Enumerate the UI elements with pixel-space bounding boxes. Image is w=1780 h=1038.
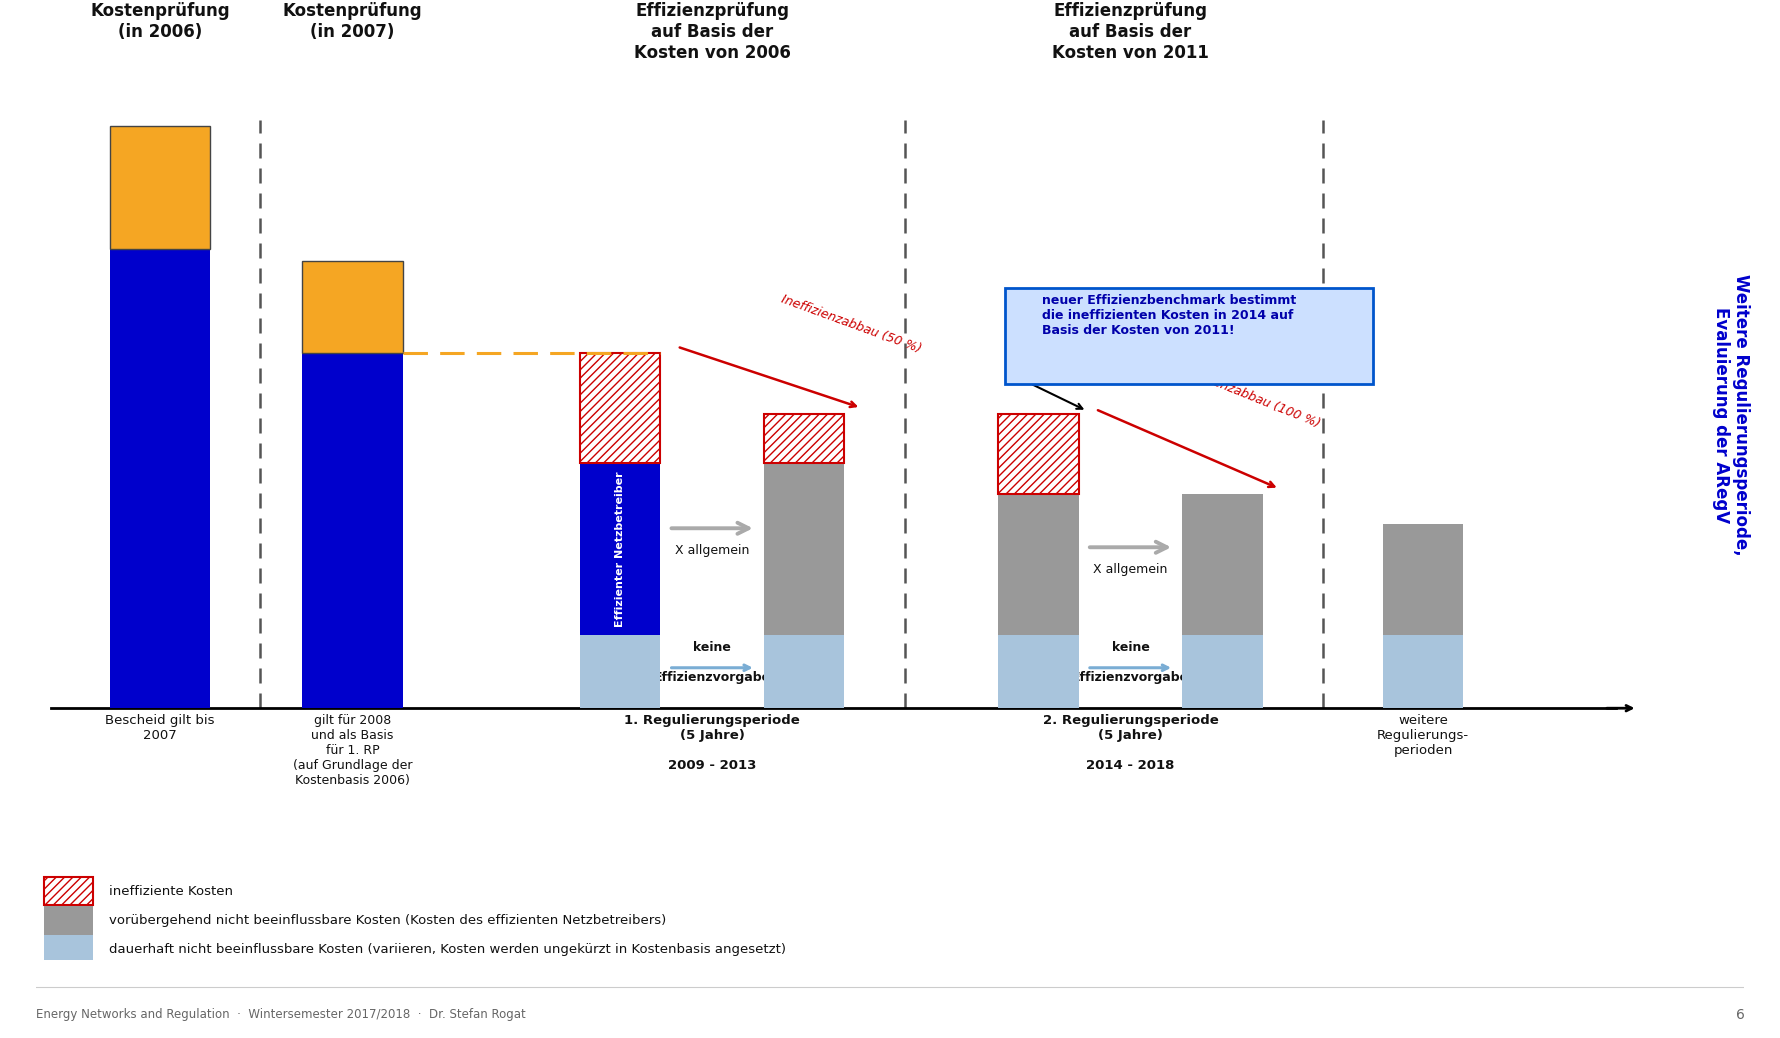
Text: keine: keine xyxy=(692,641,732,654)
Text: neuer Effizienzbenchmark bestimmt
die ineffizienten Kosten in 2014 auf
Basis der: neuer Effizienzbenchmark bestimmt die in… xyxy=(1041,295,1296,337)
Bar xyxy=(1383,634,1463,708)
Bar xyxy=(1182,494,1262,634)
Text: dauerhaft nicht beeinflussbare Kosten (variieren, Kosten werden ungekürzt in Kos: dauerhaft nicht beeinflussbare Kosten (v… xyxy=(109,944,787,956)
Bar xyxy=(764,414,844,463)
Bar xyxy=(44,906,93,934)
Bar xyxy=(999,494,1079,634)
Text: Effizienzprüfung
auf Basis der
Kosten von 2006: Effizienzprüfung auf Basis der Kosten vo… xyxy=(634,2,790,62)
Bar xyxy=(110,248,210,708)
Text: Bescheid gilt bis
2007: Bescheid gilt bis 2007 xyxy=(105,714,215,742)
FancyBboxPatch shape xyxy=(1006,288,1372,384)
Bar xyxy=(303,261,402,353)
Text: 2. Regulierungsperiode
(5 Jahre)

2014 - 2018: 2. Regulierungsperiode (5 Jahre) 2014 - … xyxy=(1043,714,1218,772)
Text: Effizienzvorgabe: Effizienzvorgabe xyxy=(653,671,771,684)
Bar xyxy=(580,353,660,463)
Text: Ineffizienzabbau (100 %): Ineffizienzabbau (100 %) xyxy=(1173,360,1323,431)
Text: Effizienzprüfung
auf Basis der
Kosten von 2011: Effizienzprüfung auf Basis der Kosten vo… xyxy=(1052,2,1209,62)
Text: Effizienter Netzbetreiber: Effizienter Netzbetreiber xyxy=(616,471,625,627)
Bar xyxy=(44,935,93,963)
Bar xyxy=(999,634,1079,708)
Bar xyxy=(44,877,93,905)
Bar xyxy=(999,414,1079,494)
Text: Kostenprüfung
(in 2007): Kostenprüfung (in 2007) xyxy=(283,2,422,42)
Bar xyxy=(580,634,660,708)
Bar xyxy=(764,634,844,708)
Text: ineffiziente Kosten: ineffiziente Kosten xyxy=(109,884,233,898)
Text: vorübergehend nicht beeinflussbare Kosten (Kosten des effizienten Netzbetreibers: vorübergehend nicht beeinflussbare Koste… xyxy=(109,913,666,927)
Bar xyxy=(999,414,1079,494)
Text: weitere
Regulierungs-
perioden: weitere Regulierungs- perioden xyxy=(1378,714,1468,758)
Text: Ineffizienzabbau (50 %): Ineffizienzabbau (50 %) xyxy=(780,293,922,356)
Text: 1. Regulierungsperiode
(5 Jahre)

2009 - 2013: 1. Regulierungsperiode (5 Jahre) 2009 - … xyxy=(625,714,799,772)
Bar xyxy=(764,463,844,634)
Bar xyxy=(1383,524,1463,634)
Bar xyxy=(764,414,844,463)
Bar xyxy=(44,906,93,934)
Bar xyxy=(44,877,93,905)
Text: Kostenprüfung
(in 2006): Kostenprüfung (in 2006) xyxy=(91,2,230,42)
Text: keine: keine xyxy=(1111,641,1150,654)
Text: Energy Networks and Regulation  ·  Wintersemester 2017/2018  ·  Dr. Stefan Rogat: Energy Networks and Regulation · Winters… xyxy=(36,1008,525,1021)
Text: 6: 6 xyxy=(1736,1008,1744,1021)
Text: X allgemein: X allgemein xyxy=(675,544,749,556)
Text: X allgemein: X allgemein xyxy=(1093,563,1168,576)
Text: Effizienzvorgabe: Effizienzvorgabe xyxy=(1072,671,1189,684)
Bar xyxy=(580,463,660,634)
Bar xyxy=(1182,634,1262,708)
Text: gilt für 2008
und als Basis
für 1. RP
(auf Grundlage der
Kostenbasis 2006): gilt für 2008 und als Basis für 1. RP (a… xyxy=(292,714,413,787)
Bar xyxy=(303,353,402,708)
Bar xyxy=(44,935,93,963)
Bar xyxy=(110,126,210,248)
Bar xyxy=(580,353,660,463)
Text: Weitere Regulierungsperiode,
Evaluierung der ARegV: Weitere Regulierungsperiode, Evaluierung… xyxy=(1712,274,1750,556)
